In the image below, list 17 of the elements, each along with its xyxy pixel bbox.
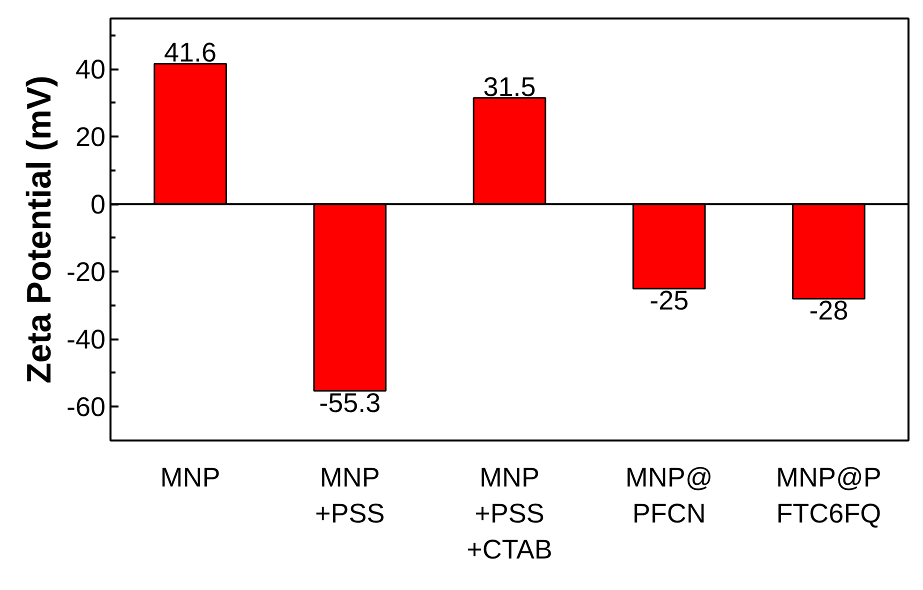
data-label: -25 <box>650 286 689 316</box>
y-tick-label: 40 <box>75 54 106 85</box>
x-tick-label: MNP +PSS <box>315 462 385 528</box>
y-axis-title: Zeta Potential (mV) <box>20 76 58 384</box>
x-tick-label: MNP@ PFCN <box>625 462 713 528</box>
x-tick-label: MNP@P FTC6FQ <box>776 462 882 528</box>
data-label: -55.3 <box>319 388 381 418</box>
data-label: -28 <box>809 296 848 326</box>
x-tick-label: MNP <box>160 462 220 492</box>
x-tick-label: MNP +PSS +CTAB <box>466 462 552 564</box>
y-tick-label: 0 <box>90 190 106 220</box>
y-tick-label: 20 <box>75 122 106 152</box>
y-tick-label: -40 <box>66 324 106 355</box>
data-label: 41.6 <box>164 38 217 68</box>
data-label: 31.5 <box>483 72 536 102</box>
y-tick-label: -20 <box>66 257 106 288</box>
y-tick-label: -60 <box>66 392 106 422</box>
